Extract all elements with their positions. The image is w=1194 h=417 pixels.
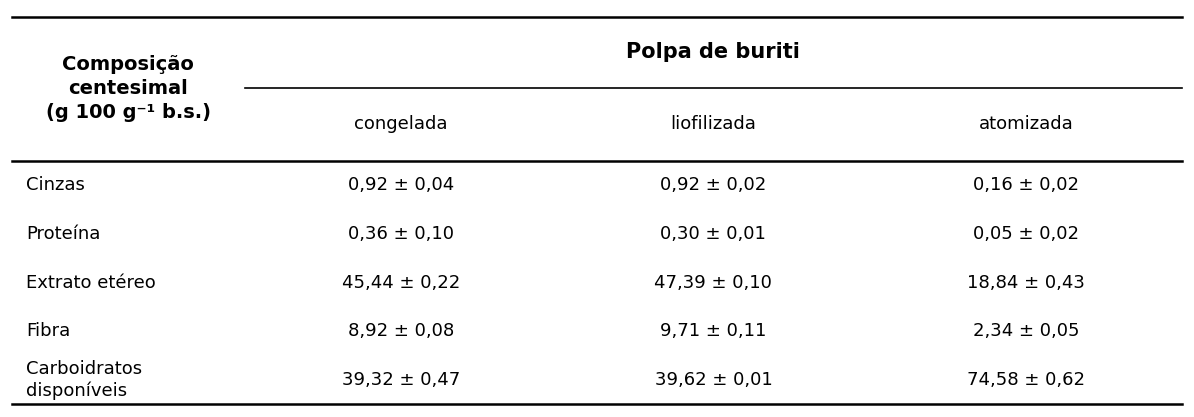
Text: 2,34 ± 0,05: 2,34 ± 0,05 — [973, 322, 1079, 340]
Text: 39,32 ± 0,47: 39,32 ± 0,47 — [341, 371, 460, 389]
Text: 0,16 ± 0,02: 0,16 ± 0,02 — [973, 176, 1079, 194]
Text: 0,92 ± 0,04: 0,92 ± 0,04 — [347, 176, 454, 194]
Text: Extrato etéreo: Extrato etéreo — [26, 274, 156, 291]
Text: Carboidratos
disponíveis: Carboidratos disponíveis — [26, 360, 142, 400]
Text: 18,84 ± 0,43: 18,84 ± 0,43 — [967, 274, 1085, 291]
Text: 74,58 ± 0,62: 74,58 ± 0,62 — [967, 371, 1085, 389]
Text: 47,39 ± 0,10: 47,39 ± 0,10 — [654, 274, 773, 291]
Text: congelada: congelada — [355, 115, 448, 133]
Text: atomizada: atomizada — [978, 115, 1073, 133]
Text: 0,36 ± 0,10: 0,36 ± 0,10 — [347, 225, 454, 243]
Text: Fibra: Fibra — [26, 322, 70, 340]
Text: Polpa de buriti: Polpa de buriti — [627, 42, 800, 62]
Text: 0,92 ± 0,02: 0,92 ± 0,02 — [660, 176, 767, 194]
Text: 8,92 ± 0,08: 8,92 ± 0,08 — [347, 322, 454, 340]
Text: 0,30 ± 0,01: 0,30 ± 0,01 — [660, 225, 767, 243]
Text: Proteína: Proteína — [26, 225, 100, 243]
Text: 0,05 ± 0,02: 0,05 ± 0,02 — [973, 225, 1079, 243]
Text: Composição
centesimal
(g 100 g⁻¹ b.s.): Composição centesimal (g 100 g⁻¹ b.s.) — [45, 55, 211, 122]
Text: 45,44 ± 0,22: 45,44 ± 0,22 — [341, 274, 460, 291]
Text: liofilizada: liofilizada — [671, 115, 756, 133]
Text: Cinzas: Cinzas — [26, 176, 85, 194]
Text: 39,62 ± 0,01: 39,62 ± 0,01 — [654, 371, 773, 389]
Text: 9,71 ± 0,11: 9,71 ± 0,11 — [660, 322, 767, 340]
